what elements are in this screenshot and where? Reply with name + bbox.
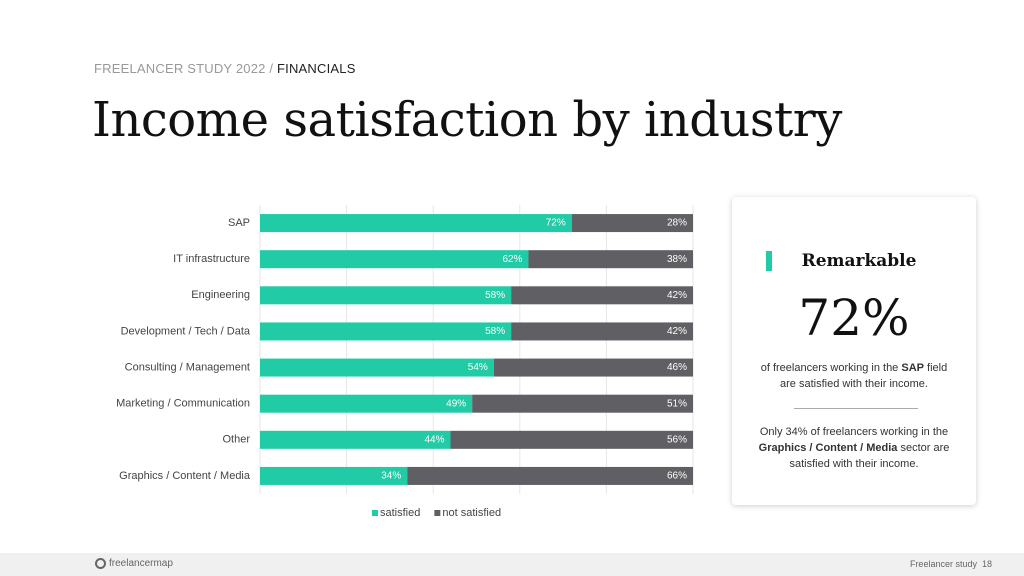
value-label: 62% [502,254,522,265]
chart: SAP 72% 28% IT infrastructure 62% 38% Engineer… [116,205,694,519]
bar-segment [260,466,408,485]
page-number: 18 [981,559,992,569]
y-tick-label: Development / Tech / Data [121,325,251,337]
logo-text: freelancermap [109,558,173,569]
bar-segment [511,286,693,305]
footer-text: Freelancer study [909,559,977,569]
title: Income satisfaction by industry [92,92,842,148]
legend-label: satisfied [380,507,420,519]
value-label: 58% [485,290,505,301]
y-tick-label: Graphics / Content / Media [119,470,251,482]
card-figure: 72% [798,289,910,347]
logo: freelancermap [95,558,173,569]
text: Only 34% of freelancers working in the [759,426,949,438]
breadcrumb: FREELANCER STUDY 2022 / FINANCIALS [94,61,356,76]
value-label: 42% [667,290,687,301]
value-label: 56% [667,434,687,445]
card-text: of freelancers working in the SAP field … [754,360,954,392]
y-tick-label: SAP [228,217,250,229]
value-label: 72% [546,218,566,229]
value-label: 46% [667,362,687,373]
separator: / [269,61,274,76]
card-text: Only 34% of freelancers working in the G… [754,424,954,472]
bar-segment [260,322,512,341]
text: sector are satisfied with their income. [789,442,950,470]
footer-label: Freelancer study 18 [910,559,992,569]
y-tick-label: Engineering [191,289,250,301]
bar-segment [260,250,529,269]
page-name: FINANCIALS [277,61,356,76]
text-bold: Graphics / Content / Media [758,442,898,454]
bar-segment [260,214,572,233]
accent-bar [766,251,772,271]
value-label: 51% [667,398,687,409]
y-tick-label: Consulting / Management [125,361,250,373]
divider [794,408,918,409]
bar-segment [472,394,693,413]
value-label: 58% [485,326,505,337]
bar-segment [571,214,693,233]
value-label: 44% [425,434,445,445]
value-label: 42% [667,326,687,337]
value-label: 49% [446,398,466,409]
footer: freelancermap Freelancer study 18 [0,553,1024,576]
legend-swatch [372,510,378,516]
value-label: 66% [667,471,687,482]
highlight-card: Remarkable 72% of freelancers working in… [732,197,976,505]
bar-segment [511,322,693,341]
legend-label: not satisfied [442,507,501,519]
text: of freelancers working in the [760,362,902,374]
bar-segment [528,250,693,269]
card-heading: Remarkable [801,251,917,271]
legend-swatch [434,510,441,516]
logo-icon [95,558,106,569]
value-label: 34% [381,471,401,482]
y-tick-label: Other [222,434,250,446]
value-label: 38% [667,254,687,265]
bar-segment [493,358,693,377]
bar-segment [260,286,512,305]
text: field are satisfied with their income. [780,362,948,390]
y-tick-label: IT infrastructure [173,253,250,265]
bar-segment [450,430,693,449]
bar-segment [407,466,693,485]
bar-segment [260,430,451,449]
value-label: 54% [468,362,488,373]
bar-segment [260,358,494,377]
section: FREELANCER STUDY 2022 [94,61,266,76]
y-tick-label: Marketing / Communication [116,398,250,410]
bar-segment [260,394,473,413]
text-bold: SAP [901,362,924,374]
value-label: 28% [667,218,687,229]
